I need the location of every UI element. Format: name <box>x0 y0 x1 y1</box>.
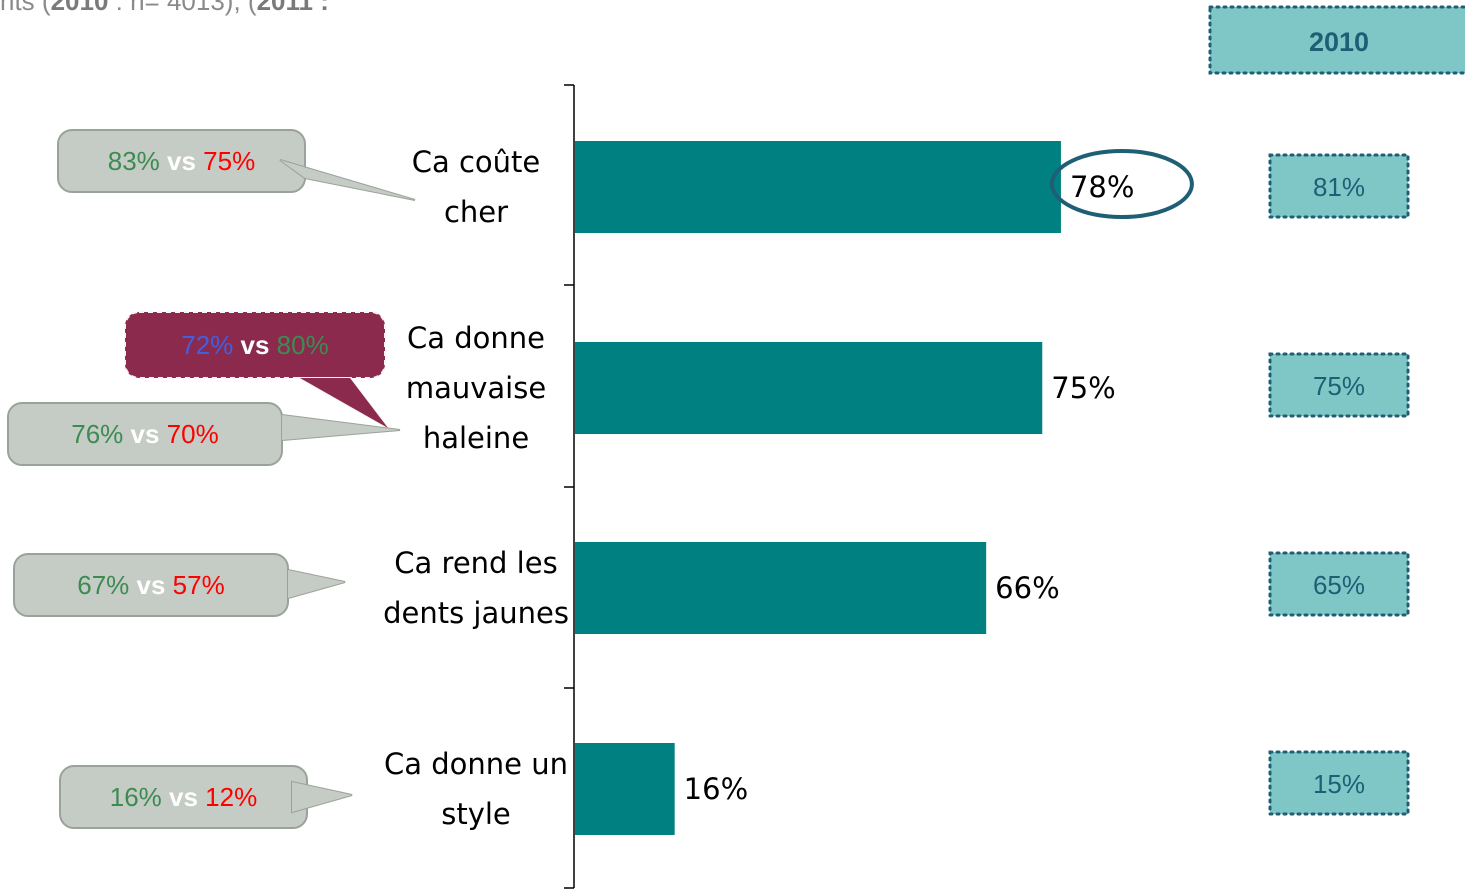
callout-vs: vs <box>131 419 160 449</box>
category-label: Ca rend les dents jaunes <box>383 546 569 630</box>
value-label: 75% <box>1051 371 1115 405</box>
category-label: Ca donne un style <box>384 747 568 831</box>
callout-vs: vs <box>169 782 198 812</box>
bar <box>575 342 1043 434</box>
callout-vs: vs <box>241 330 270 360</box>
callout-vs: vs <box>167 146 196 176</box>
value-label: 16% <box>684 772 748 806</box>
labels-layer: 78% Ca coûte cher 75% Ca donne mauvaise halein… <box>383 145 1194 831</box>
callout-bubble: 83% vs 75% <box>57 129 416 201</box>
callout-vs: vs <box>137 570 166 600</box>
comparison-header-box <box>1208 5 1465 75</box>
callout-text: 67% vs 57% <box>77 570 224 600</box>
callout-left-value: 16% <box>110 782 169 812</box>
category-axis <box>564 84 575 889</box>
bar <box>575 542 987 634</box>
bubble-body <box>57 129 306 193</box>
callout-text: 83% vs 75% <box>108 146 255 176</box>
comparison-value: 15% <box>1313 769 1365 799</box>
callout-left-value: 72% <box>181 330 240 360</box>
comparison-header-label: 2010 <box>1309 27 1369 57</box>
comparison-box <box>1268 352 1410 418</box>
callout-right-value: 70% <box>159 419 218 449</box>
chart-subtitle: nts (2010 : n= 4013), (2011 : <box>0 0 329 17</box>
callout-left-value: 67% <box>77 570 136 600</box>
comparison-box <box>1268 153 1410 219</box>
callout-left-value: 76% <box>71 419 130 449</box>
callouts-layer: 83% vs 75% 72% vs 80% 76% vs 70% 67% vs 57%… <box>7 129 416 829</box>
callout-right-value: 80% <box>269 330 328 360</box>
bubble-tail-fill <box>300 378 388 428</box>
callout-right-value: 57% <box>165 570 224 600</box>
bars-layer <box>575 141 1061 835</box>
callout-bubble: 67% vs 57% <box>13 553 346 617</box>
bubble-body <box>124 311 386 379</box>
callout-text: 72% vs 80% <box>181 330 328 360</box>
bar <box>575 743 675 835</box>
comparison-value: 81% <box>1313 172 1365 202</box>
subtitle-year-2010: 2010 <box>50 0 109 16</box>
callout-right-value: 12% <box>198 782 257 812</box>
subtitle-prefix: nts ( <box>0 0 51 16</box>
comparison-header: 2010 <box>1208 5 1465 75</box>
bubble-tail-fill <box>292 782 352 812</box>
callout-text: 76% vs 70% <box>71 419 218 449</box>
callout-bubble: 16% vs 12% <box>59 765 353 829</box>
category-label: Ca donne mauvaise haleine <box>406 321 546 455</box>
bubble-tail-fill <box>288 570 345 598</box>
comparison-box <box>1268 551 1410 617</box>
callout-text: 16% vs 12% <box>110 782 257 812</box>
bubble-tail-fill <box>282 415 400 440</box>
callout-left-value: 83% <box>108 146 167 176</box>
highlight-circle <box>1049 149 1194 219</box>
comparison-value: 65% <box>1313 570 1365 600</box>
comparison-value: 75% <box>1313 371 1365 401</box>
subtitle-year-2011: 2011 : <box>256 0 329 16</box>
category-label: Ca coûte cher <box>412 145 541 229</box>
subtitle-mid: : n= 4013), ( <box>108 0 257 16</box>
bubble-tail-fill <box>280 160 415 200</box>
value-label: 78% <box>1070 170 1134 204</box>
value-label: 66% <box>995 571 1059 605</box>
callout-right-value: 75% <box>196 146 255 176</box>
comparison-box <box>1268 750 1410 816</box>
bar <box>575 141 1061 233</box>
callout-bubble-highlight: 72% vs 80% <box>124 311 389 429</box>
comparison-2010-column: 81% 75% 65% 15% <box>1268 153 1410 816</box>
callout-bubble: 76% vs 70% <box>7 402 401 466</box>
